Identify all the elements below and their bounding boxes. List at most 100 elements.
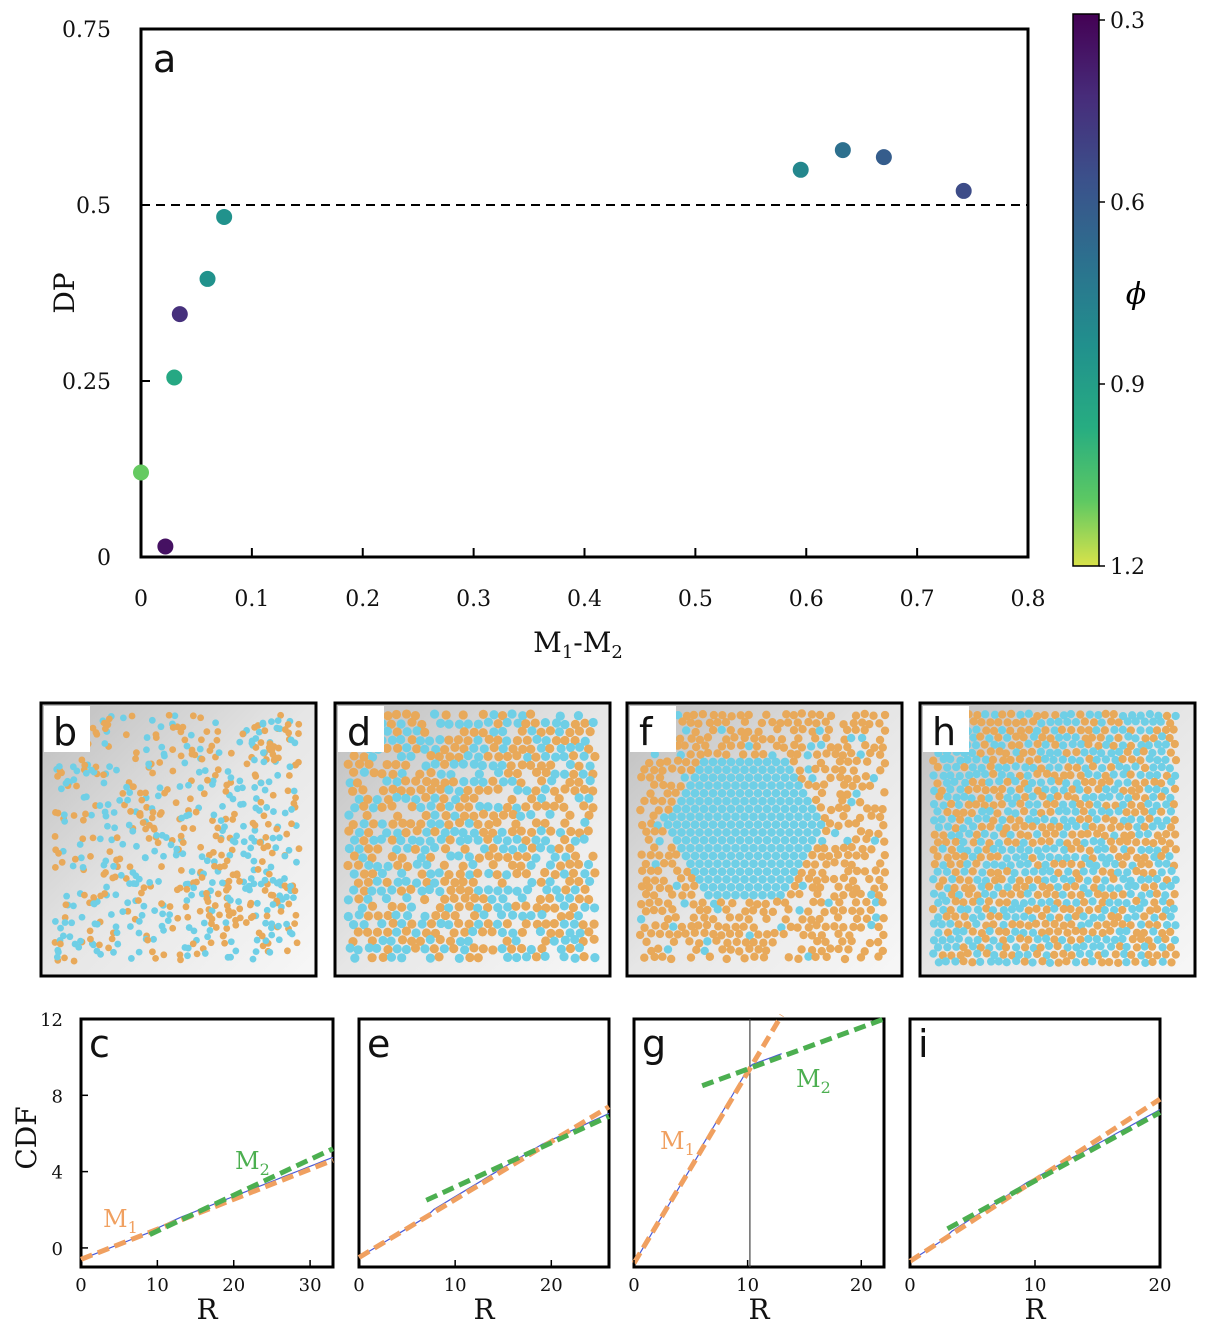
particle <box>1002 854 1011 863</box>
particle <box>726 820 736 830</box>
particle <box>687 890 696 900</box>
particle <box>1105 808 1114 817</box>
particle <box>1118 800 1128 809</box>
particle <box>819 780 829 789</box>
particle <box>573 711 584 721</box>
particle <box>68 919 76 927</box>
particle <box>1080 717 1089 726</box>
particle <box>803 828 812 837</box>
particle <box>1137 920 1146 929</box>
cdf-frame <box>79 1017 335 1269</box>
particle <box>183 885 191 893</box>
particle <box>758 812 767 822</box>
particle <box>396 734 406 745</box>
particle <box>454 902 464 912</box>
particle <box>1162 920 1172 930</box>
particle <box>973 875 982 884</box>
particle <box>368 803 379 813</box>
particle <box>686 812 695 822</box>
particle <box>1044 941 1054 951</box>
particle <box>446 851 456 861</box>
particle <box>383 910 393 921</box>
particle <box>1031 919 1041 928</box>
particle <box>277 908 285 915</box>
particle <box>879 821 888 830</box>
particle <box>1064 867 1073 876</box>
particle <box>570 719 580 729</box>
particle <box>745 931 754 940</box>
particle <box>1157 852 1166 861</box>
particle <box>203 728 211 736</box>
particle <box>426 869 436 879</box>
particle <box>565 943 576 954</box>
particle <box>585 776 595 786</box>
particle <box>1015 741 1024 750</box>
particle <box>851 898 861 907</box>
particle <box>255 728 263 736</box>
particle <box>151 847 159 855</box>
particle <box>1124 822 1133 831</box>
particle <box>762 867 772 876</box>
particle <box>508 809 518 820</box>
particle <box>387 852 397 862</box>
particle <box>689 900 698 909</box>
particle <box>368 819 379 829</box>
particle <box>367 901 378 911</box>
particle <box>686 765 696 775</box>
particle <box>752 742 762 751</box>
particle <box>636 805 645 815</box>
particle <box>460 793 470 803</box>
particle <box>589 934 599 944</box>
particle <box>726 945 735 954</box>
particle <box>402 727 412 737</box>
particle <box>197 843 205 851</box>
particle <box>1068 800 1077 809</box>
x-tick-label: 0.4 <box>567 587 602 612</box>
particle <box>350 953 360 963</box>
particle <box>717 757 727 767</box>
particle <box>1092 755 1101 765</box>
particle <box>753 867 763 876</box>
particle <box>1162 800 1171 809</box>
particle <box>551 718 562 728</box>
particle <box>829 874 839 884</box>
particle <box>135 948 143 956</box>
particle <box>985 806 994 816</box>
particle <box>726 882 736 892</box>
particle <box>502 936 512 946</box>
particle <box>735 773 745 783</box>
particle <box>1020 957 1029 966</box>
particle <box>484 851 494 861</box>
particle <box>1085 754 1094 764</box>
particle <box>833 743 843 752</box>
particle <box>1161 845 1170 854</box>
particle <box>963 921 972 930</box>
particle <box>354 894 364 904</box>
particle <box>1006 755 1015 765</box>
particle <box>1042 889 1051 899</box>
particle <box>258 858 266 865</box>
particle <box>492 919 503 929</box>
particle <box>1066 936 1076 945</box>
particle <box>1093 921 1102 930</box>
particle <box>1097 778 1106 787</box>
particle <box>1016 710 1025 720</box>
particle <box>1045 867 1055 876</box>
colorbar-ticks: 0.30.60.91.2 <box>1099 9 1145 580</box>
particle <box>749 890 758 900</box>
particle <box>817 898 826 907</box>
particle <box>369 768 379 778</box>
particle <box>653 866 663 876</box>
particle <box>182 880 190 888</box>
particle <box>786 749 796 758</box>
particle <box>875 859 885 868</box>
particle <box>512 735 523 746</box>
particle <box>699 835 709 845</box>
particle <box>349 751 359 761</box>
particle <box>206 912 213 920</box>
particle <box>839 923 848 932</box>
particle <box>1027 778 1037 788</box>
particle <box>208 879 216 886</box>
particle <box>176 951 184 959</box>
